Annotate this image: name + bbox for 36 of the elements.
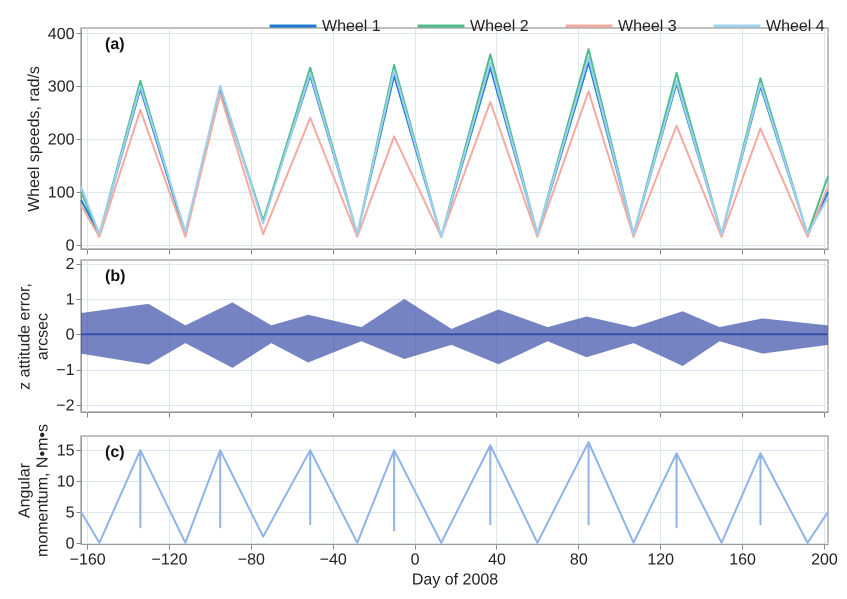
y-tick-label: 200 (48, 132, 75, 149)
legend-label: Wheel 1 (322, 18, 381, 35)
x-tick-label: −120 (151, 552, 188, 568)
x-tick-label: −40 (320, 552, 347, 568)
annotation: (c) (105, 444, 125, 461)
legend-label: Wheel 4 (766, 18, 825, 35)
y-axis-title: z attitude error, arcsec (16, 283, 52, 390)
y-tick-label: 1 (66, 291, 75, 308)
line-series (80, 90, 829, 238)
y-tick-label: 5 (66, 504, 75, 522)
x-tick-label: −160 (70, 552, 106, 568)
y-tick-label: 10 (56, 474, 75, 491)
x-tick-label: 0 (410, 552, 420, 568)
legend-label: Wheel 3 (618, 18, 677, 35)
y-tick-label: 15 (56, 442, 75, 460)
x-tick-label: 80 (570, 552, 588, 568)
annotation: (b) (105, 268, 126, 285)
x-axis-title: Day of 2008 (412, 572, 498, 588)
x-tick-label: −80 (238, 552, 266, 568)
y-tick-label: 2 (66, 256, 75, 274)
annotation: (a) (105, 36, 125, 53)
y-tick-label: −2 (56, 397, 75, 414)
x-tick-label: 200 (811, 552, 838, 568)
y-tick-label: 0 (66, 535, 75, 552)
legend-label: Wheel 2 (470, 18, 529, 35)
y-tick-label: 400 (48, 26, 75, 43)
y-tick-label: 0 (66, 237, 75, 254)
y-tick-label: 300 (48, 78, 75, 96)
x-tick-label: 120 (647, 552, 674, 568)
y-tick-label: 100 (48, 184, 75, 202)
y-axis-title: Wheel speeds, rad/s (26, 66, 43, 212)
x-tick-label: 40 (488, 552, 506, 568)
x-tick-label: 160 (729, 552, 756, 568)
y-tick-label: 0 (66, 326, 75, 344)
y-tick-label: −1 (56, 362, 75, 380)
y-axis-title: Angular momentum, N•m•s (16, 424, 52, 557)
